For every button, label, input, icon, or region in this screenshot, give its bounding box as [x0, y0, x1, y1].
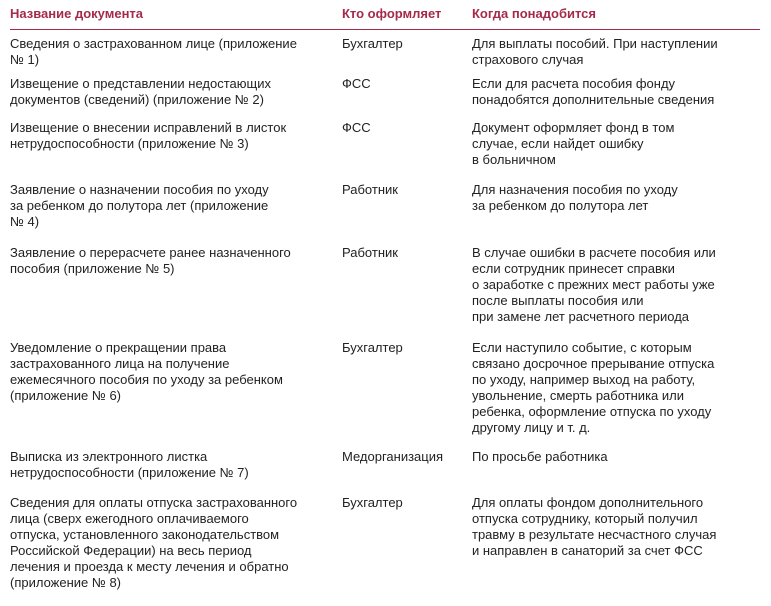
when-cell: В случае ошибки в расчете пособия или ес…	[472, 245, 716, 324]
when-cell: Если наступило событие, с которым связан…	[472, 340, 715, 435]
document-name-cell: Выписка из электронного листка нетрудосп…	[10, 449, 249, 480]
who-cell: Работник	[342, 182, 398, 197]
document-name-cell: Заявление о перерасчете ранее назначенно…	[10, 245, 291, 276]
when-cell: Если для расчета пособия фонду понадобят…	[472, 76, 715, 107]
who-cell: Бухгалтер	[342, 340, 403, 355]
document-name-cell: Уведомление о прекращении права застрахо…	[10, 340, 283, 403]
who-cell: Бухгалтер	[342, 495, 403, 510]
who-cell: Работник	[342, 245, 398, 260]
header-who: Кто оформляет	[342, 6, 442, 21]
header-document-name: Название документа	[10, 6, 144, 21]
who-cell: ФСС	[342, 120, 371, 135]
when-cell: Для оплаты фондом дополнительного отпуск…	[472, 495, 717, 558]
who-cell: Медорганизация	[342, 449, 444, 464]
when-cell: Документ оформляет фонд в том случае, ес…	[472, 120, 675, 167]
document-name-cell: Извещение о представлении недостающих до…	[10, 76, 271, 107]
when-cell: Для выплаты пособий. При наступлении стр…	[472, 36, 718, 67]
when-cell: По просьбе работника	[472, 449, 608, 464]
document-name-cell: Извещение о внесении исправлений в листо…	[10, 120, 287, 151]
who-cell: Бухгалтер	[342, 36, 403, 51]
header-when: Когда понадобится	[472, 6, 596, 21]
header-divider	[10, 29, 760, 30]
document-name-cell: Сведения о застрахованном лице (приложен…	[10, 36, 297, 67]
document-name-cell: Сведения для оплаты отпуска застрахованн…	[10, 495, 298, 590]
when-cell: Для назначения пособия по уходу за ребен…	[472, 182, 678, 213]
document-name-cell: Заявление о назначении пособия по уходу …	[10, 182, 269, 229]
who-cell: ФСС	[342, 76, 371, 91]
